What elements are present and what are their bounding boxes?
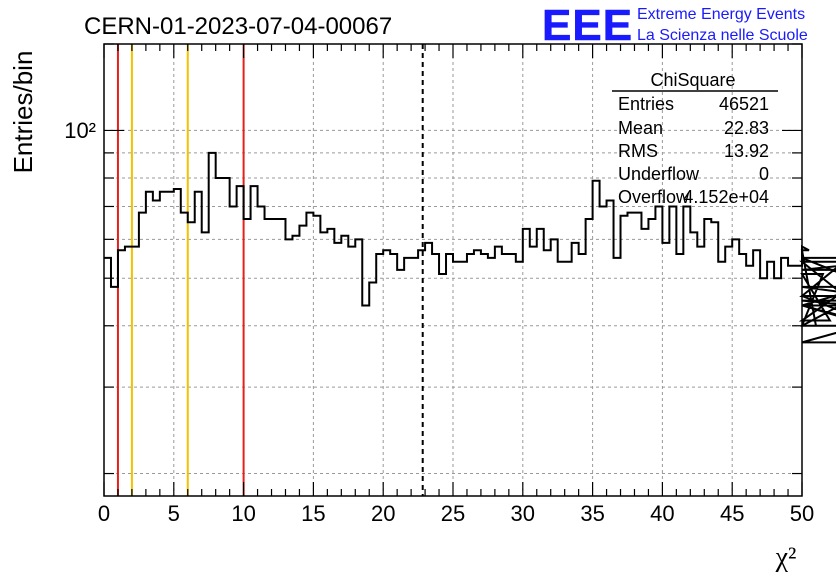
stats-box: ChiSquare Entries 46521 Mean 22.83 RMS 1… [612, 70, 778, 207]
stats-label-entries: Entries [618, 94, 674, 114]
grid-lines [104, 44, 802, 496]
eee-logo: EEE Extreme Energy Events La Scienza nel… [542, 1, 808, 51]
x-tick-label: 30 [511, 501, 535, 526]
stats-value-overflow: 4.152e+04 [683, 187, 769, 207]
logo-line-2: La Scienza nelle Scuole [637, 27, 808, 44]
x-tick-label: 10 [231, 501, 255, 526]
x-tick-label: 40 [650, 501, 674, 526]
logo-text: EEE [542, 1, 633, 50]
x-tick-label: 20 [371, 501, 395, 526]
run-title: CERN-01-2023-07-04-00067 [84, 13, 392, 40]
x-axis-label: χ² [775, 542, 797, 572]
stats-title: ChiSquare [650, 70, 735, 90]
x-tick-label: 25 [441, 501, 465, 526]
y-tick-label: 10² [64, 118, 96, 143]
stats-label-overflow: Overflow [618, 187, 690, 207]
stats-value-rms: 13.92 [724, 141, 769, 161]
histogram-line [104, 151, 836, 344]
x-tick-label: 45 [720, 501, 744, 526]
x-tick-labels: 0 5 10 15 20 25 30 35 40 45 50 [98, 501, 814, 526]
histogram-series [104, 151, 836, 344]
stats-value-mean: 22.83 [724, 118, 769, 138]
x-tick-label: 15 [301, 501, 325, 526]
stats-value-entries: 46521 [719, 94, 769, 114]
stats-label-underflow: Underflow [618, 164, 700, 184]
stats-label-rms: RMS [618, 141, 658, 161]
y-axis-label: Entries/bin [8, 51, 38, 174]
logo-line-1: Extreme Energy Events [637, 6, 805, 23]
x-tick-label: 5 [168, 501, 180, 526]
x-tick-label: 0 [98, 501, 110, 526]
stats-value-underflow: 0 [759, 164, 769, 184]
stats-label-mean: Mean [618, 118, 663, 138]
x-tick-label: 35 [580, 501, 604, 526]
axis-frame [103, 43, 803, 497]
x-tick-label: 50 [790, 501, 814, 526]
